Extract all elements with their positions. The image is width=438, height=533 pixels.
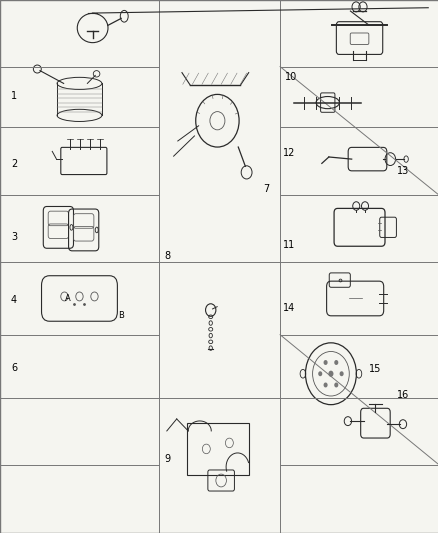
Text: 15: 15 bbox=[368, 364, 380, 374]
Text: 3: 3 bbox=[11, 232, 17, 242]
Circle shape bbox=[318, 372, 321, 376]
Text: 12: 12 bbox=[283, 148, 295, 158]
Text: B: B bbox=[118, 311, 124, 320]
Text: 6: 6 bbox=[11, 363, 17, 373]
Text: 11: 11 bbox=[283, 240, 295, 250]
Text: 14: 14 bbox=[283, 303, 295, 313]
Circle shape bbox=[333, 360, 338, 365]
Text: 1: 1 bbox=[11, 91, 17, 101]
Text: A: A bbox=[65, 294, 71, 303]
Text: 4: 4 bbox=[11, 295, 17, 304]
Text: 2: 2 bbox=[11, 159, 17, 168]
Text: 9: 9 bbox=[164, 455, 170, 464]
Circle shape bbox=[323, 360, 327, 365]
Circle shape bbox=[333, 383, 338, 387]
Text: 8: 8 bbox=[164, 251, 170, 261]
Circle shape bbox=[339, 372, 343, 376]
Text: 7: 7 bbox=[263, 184, 269, 194]
Text: 13: 13 bbox=[396, 166, 409, 175]
Circle shape bbox=[323, 383, 327, 387]
Text: 16: 16 bbox=[396, 391, 409, 400]
Text: 10: 10 bbox=[285, 72, 297, 82]
Circle shape bbox=[328, 370, 333, 377]
